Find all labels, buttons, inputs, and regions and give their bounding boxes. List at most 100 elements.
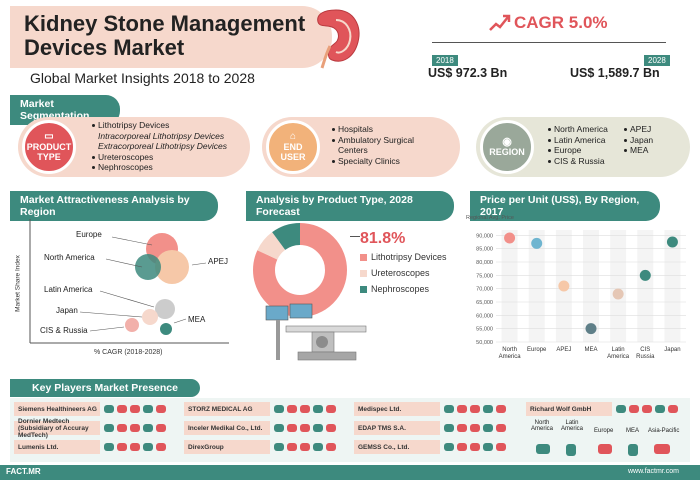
price-point [666, 236, 678, 248]
x-tick-label: Russia [636, 354, 655, 360]
region-map-icon [287, 443, 297, 451]
bubble-label-japan: Japan [56, 306, 78, 315]
region-map-icon [483, 424, 493, 432]
region-map-icon [444, 424, 454, 432]
player-name: Lumenis Ltd. [14, 440, 100, 454]
y-tick-label: 65,000 [476, 300, 493, 306]
price-chart: 90,000 85,000 80,000 75,000 70,000 65,000 60,0… [466, 222, 694, 372]
list-item: APEJ [624, 124, 653, 135]
legend-item: Nephroscopes [360, 284, 447, 294]
presence-icons [274, 405, 336, 413]
region-map-icon [496, 405, 506, 413]
player-row: Richard Wolf GmbH [526, 402, 678, 416]
price-axis-label: Regional Avg. Price [466, 215, 514, 221]
x-tick-label: America [607, 354, 630, 360]
legend-label-mea: MEA [626, 428, 640, 434]
category-band [501, 230, 518, 342]
bubble-label-apej: APEJ [208, 257, 229, 266]
presence-icons [616, 405, 678, 413]
bubble-label-cis-russia: CIS & Russia [40, 326, 88, 335]
price-point [558, 280, 570, 292]
subtitle: Global Market Insights 2018 to 2028 [30, 70, 255, 86]
region-map-icon [117, 405, 127, 413]
product-type-list: Lithotripsy Devices Intracorporeal Litho… [92, 120, 227, 173]
y-tick-label: 70,000 [476, 287, 493, 293]
year-start: 2018 [432, 55, 458, 66]
player-name: GEMSS Co., Ltd. [354, 440, 440, 454]
presence-icons [274, 424, 336, 432]
title-box: Kidney Stone Management Devices Market [10, 6, 332, 68]
globe-icon: ◉ [502, 136, 512, 148]
x-tick-label: Japan [664, 347, 680, 353]
player-name: EDAP TMS S.A. [354, 421, 440, 435]
region-map-icon [274, 443, 284, 451]
players-grid: Siemens Healthineers AG Dornier Medtech (… [14, 402, 690, 462]
list-item: Ureteroscopes [92, 152, 227, 163]
category-band [583, 230, 599, 342]
attractiveness-xlabel: % CAGR (2018-2028) [94, 349, 163, 356]
region-map-icon [104, 443, 114, 451]
legend-label-europe: Europe [594, 428, 614, 434]
list-item: North America [548, 124, 608, 135]
list-item: Lithotripsy Devices [92, 120, 227, 131]
list-item: Hospitals [332, 124, 414, 135]
region-map-icon [326, 405, 336, 413]
region-map-icon [313, 443, 323, 451]
region-map-icon [326, 424, 336, 432]
product-big-value: 81.8% [360, 230, 406, 247]
region-map-icon [629, 405, 639, 413]
y-tick-label: 75,000 [476, 273, 493, 279]
player-name: STORZ MEDICAL AG [184, 402, 270, 416]
player-row: EDAP TMS S.A. [354, 421, 506, 435]
y-tick-label: 80,000 [476, 260, 493, 266]
presence-icons [444, 424, 506, 432]
price-header: Price per Unit (US$), By Region, 2017 [470, 191, 660, 221]
region-map-icon [117, 424, 127, 432]
timeline-line [432, 42, 666, 43]
trend-up-icon [488, 12, 512, 32]
region-map-icon [287, 424, 297, 432]
region-map-icon [156, 405, 166, 413]
player-name: DirexGroup [184, 440, 270, 454]
region-map-icon [470, 424, 480, 432]
region-map-icon [457, 443, 467, 451]
legend-label-asia-pacific: Asia-Pacific [648, 428, 680, 434]
region-map-icon [444, 443, 454, 451]
x-tick-label: Europe [527, 347, 547, 353]
year-end: 2028 [644, 55, 670, 66]
region-circle-label: REGION [489, 147, 525, 157]
player-row: Dornier Medtech (Subsidiary of Accuray M… [14, 418, 166, 439]
europe-map-icon [598, 444, 612, 454]
list-item: Specialty Clinics [332, 156, 414, 167]
region-map-icon [642, 405, 652, 413]
presence-icons [444, 405, 506, 413]
kidney-icon [306, 6, 366, 70]
region-map-icon [117, 443, 127, 451]
region-map-icon [457, 405, 467, 413]
attractiveness-chart: Europe North America APEJ Latin America … [14, 215, 234, 365]
list-item: Latin America [548, 135, 608, 146]
price-point [612, 288, 624, 300]
bubble-label-europe: Europe [76, 230, 102, 239]
region-map-icon [130, 424, 140, 432]
category-band [664, 230, 681, 342]
end-user-circle-label-2: USER [280, 152, 306, 162]
region-map-icon [104, 424, 114, 432]
region-map-icon [457, 424, 467, 432]
player-row: Medispec Ltd. [354, 402, 506, 416]
region-map-icon [143, 443, 153, 451]
region-map-icon [287, 405, 297, 413]
category-band [528, 230, 545, 342]
x-tick-label: APEJ [556, 347, 571, 353]
region-map-icon [156, 443, 166, 451]
y-tick-label: 50,000 [476, 340, 493, 346]
lithotripsy-device-illustration [262, 296, 372, 366]
x-tick-label: MEA [584, 347, 597, 353]
region-map-icon [143, 424, 153, 432]
x-tick-label: America [499, 354, 522, 360]
footer-bar: FACT.MR www.factmr.com [0, 465, 700, 480]
presence-icons [104, 443, 166, 451]
presence-icons [274, 443, 336, 451]
price-point [639, 269, 651, 281]
player-name: Dornier Medtech (Subsidiary of Accuray M… [14, 418, 100, 439]
